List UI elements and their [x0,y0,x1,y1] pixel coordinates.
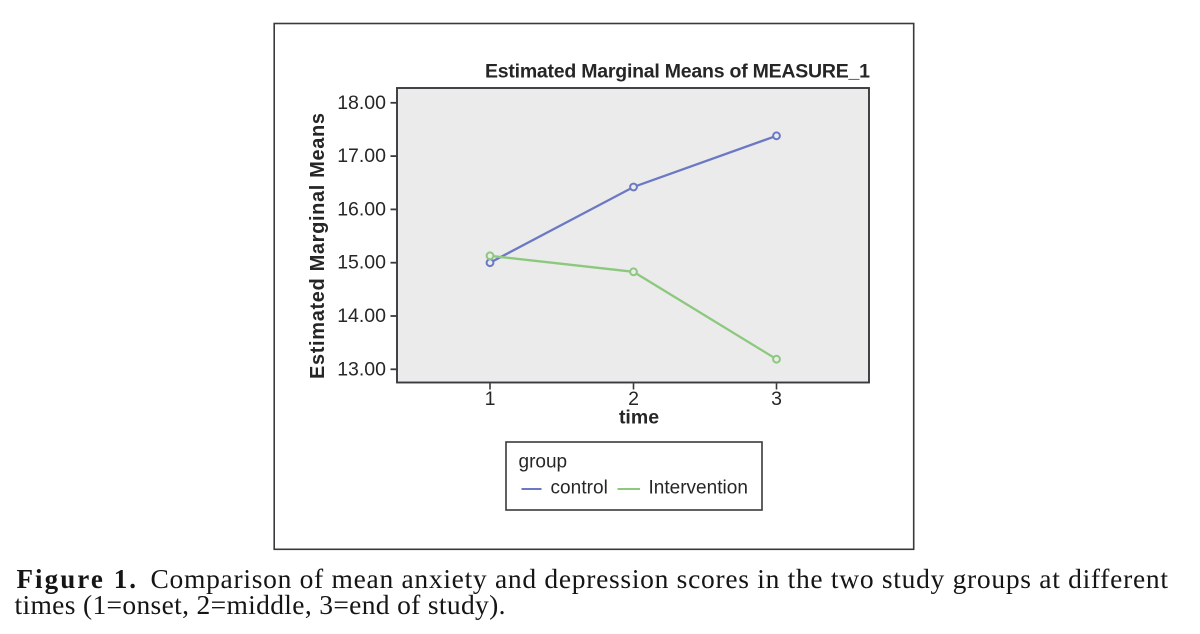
svg-text:16.00: 16.00 [337,198,386,220]
svg-text:3: 3 [771,388,782,410]
svg-text:times (1=onset, 2=middle, 3=en: times (1=onset, 2=middle, 3=end of study… [15,589,506,620]
svg-text:2: 2 [628,388,639,410]
svg-text:Estimated Marginal Means of ME: Estimated Marginal Means of MEASURE_1 [485,61,870,83]
svg-text:1: 1 [485,388,496,410]
svg-text:group: group [519,452,568,473]
svg-text:time: time [619,407,659,429]
svg-text:18.00: 18.00 [337,92,386,114]
svg-text:Intervention: Intervention [649,478,748,499]
svg-text:Estimated Marginal Means: Estimated Marginal Means [307,113,329,379]
svg-text:Comparison of mean anxiety and: Comparison of mean anxiety and depressio… [151,563,1169,594]
svg-text:control: control [551,478,608,499]
svg-text:17.00: 17.00 [337,145,386,167]
svg-text:15.00: 15.00 [337,252,386,274]
svg-text:13.00: 13.00 [337,358,386,380]
svg-text:14.00: 14.00 [337,305,386,327]
